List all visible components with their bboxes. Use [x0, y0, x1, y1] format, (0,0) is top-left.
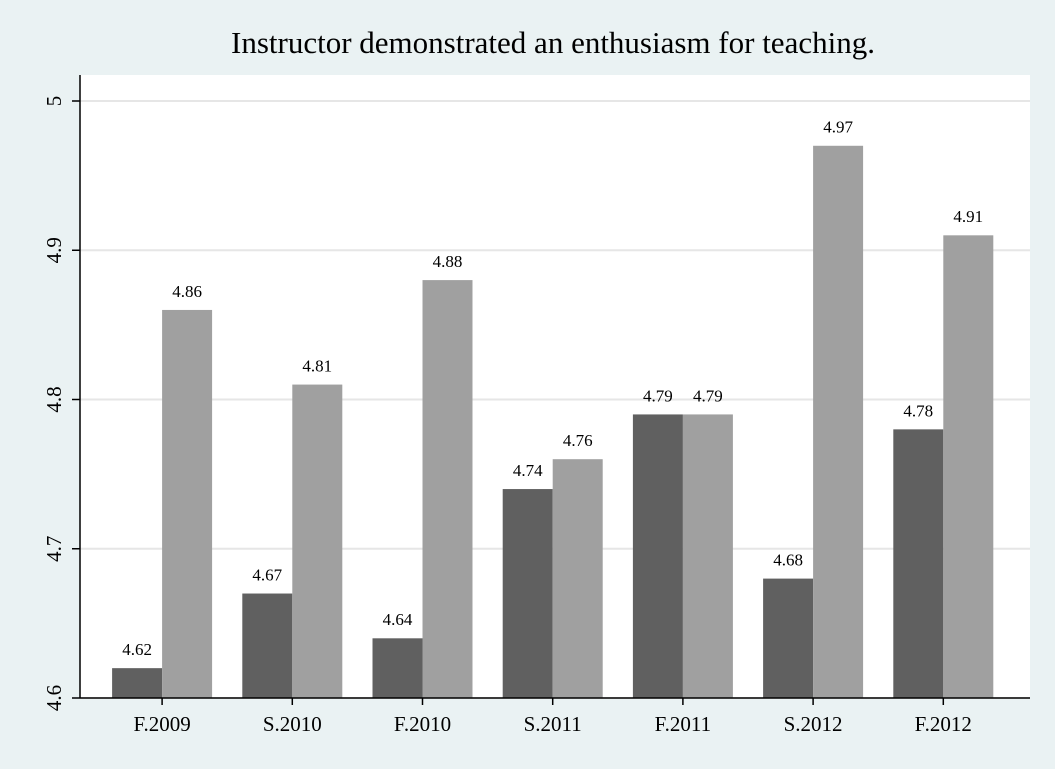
value-label: 4.78 [903, 401, 933, 420]
y-tick-label: 5 [42, 96, 66, 107]
bar [372, 638, 423, 698]
value-label: 4.79 [693, 386, 723, 405]
x-tick-label: S.2011 [524, 712, 582, 736]
value-label: 4.88 [433, 252, 463, 271]
x-tick-label: S.2010 [263, 712, 322, 736]
y-tick-label: 4.7 [42, 536, 66, 562]
x-tick-label: F.2010 [394, 712, 451, 736]
bar [893, 429, 944, 698]
value-label: 4.68 [773, 551, 803, 570]
bar [162, 309, 213, 698]
value-label: 4.86 [172, 282, 202, 301]
bar [763, 578, 814, 698]
value-label: 4.91 [953, 207, 983, 226]
y-tick-label: 4.6 [42, 685, 66, 711]
bar [242, 593, 293, 698]
x-tick-label: F.2012 [915, 712, 972, 736]
y-tick-label: 4.8 [42, 386, 66, 412]
bar [813, 145, 864, 698]
bar [112, 668, 163, 698]
bar [943, 235, 994, 698]
bar [292, 384, 343, 698]
value-label: 4.81 [302, 356, 332, 375]
bar [422, 280, 473, 698]
value-label: 4.79 [643, 386, 673, 405]
bar [632, 414, 683, 698]
x-tick-label: S.2012 [784, 712, 843, 736]
bar [682, 414, 733, 698]
value-label: 4.74 [513, 461, 543, 480]
bar [552, 459, 603, 698]
chart-title: Instructor demonstrated an enthusiasm fo… [231, 25, 875, 60]
value-label: 4.76 [563, 431, 593, 450]
y-tick-label: 4.9 [42, 237, 66, 263]
value-label: 4.64 [383, 610, 413, 629]
value-label: 4.97 [823, 118, 853, 137]
value-label: 4.62 [122, 640, 152, 659]
value-label: 4.67 [252, 565, 282, 584]
x-tick-label: F.2009 [133, 712, 190, 736]
bar [502, 489, 553, 698]
x-tick-label: F.2011 [655, 712, 711, 736]
